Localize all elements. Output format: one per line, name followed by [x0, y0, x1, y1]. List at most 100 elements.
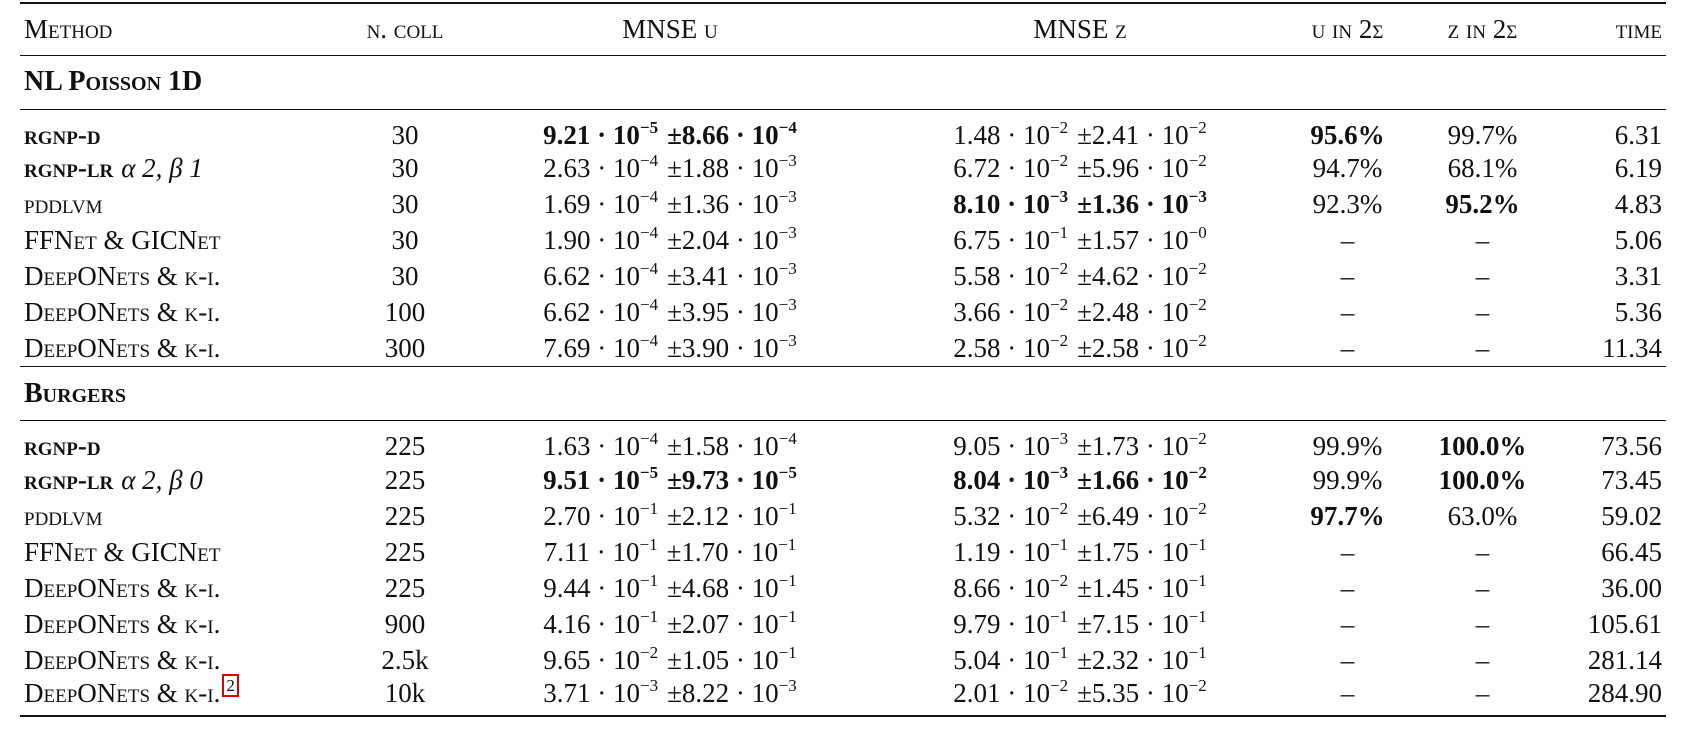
z-coverage: –	[1475, 678, 1490, 708]
table-header: Method n. coll MNSE u MNSE z u in 2σ z in 2σ t…	[20, 3, 1666, 55]
mean: 1.19 · 10	[953, 536, 1050, 567]
mean: 9.79 · 10	[953, 608, 1050, 639]
mnse-cell: 9.65 · 10−2 ±1.05 · 10−1	[460, 642, 880, 678]
data-row: DeepONets & k-i. 30 6.62 · 10−4 ±3.41 · 10−…	[20, 259, 1666, 295]
std-exponent: −2	[1188, 295, 1207, 314]
method-name: DeepONets & k-i.	[24, 572, 221, 603]
mean-exponent: −4	[640, 223, 659, 242]
column-header: time	[1615, 13, 1662, 44]
mean: 3.66 · 10	[953, 297, 1050, 327]
time: 73.56	[1601, 431, 1662, 461]
time: 105.61	[1587, 608, 1662, 639]
mnse-cell: 2.70 · 10−1 ±2.12 · 10−1	[460, 498, 880, 534]
u-coverage: –	[1340, 608, 1355, 639]
mnse-cell: 7.69 · 10−4 ±3.90 · 10−3	[460, 331, 880, 367]
std: ±6.49 · 10	[1077, 500, 1189, 531]
mean: 1.63 · 10	[543, 431, 640, 461]
mean: 9.44 · 10	[543, 572, 640, 603]
mean-exponent: −3	[1050, 429, 1069, 448]
std-exponent: −3	[778, 187, 797, 206]
mnse-cell: 1.48 · 10−2 ±2.41 · 10−2	[880, 109, 1280, 151]
mean: 3.71 · 10	[543, 678, 640, 708]
method-cell: DeepONets & k-i. 2	[20, 674, 350, 716]
mnse-cell: 1.19 · 10−1 ±1.75 · 10−1	[880, 534, 1280, 570]
time: 281.14	[1587, 644, 1662, 675]
mean-exponent: −2	[640, 642, 659, 662]
std: ±1.58 · 10	[667, 431, 779, 461]
mnse-cell: 1.63 · 10−4 ±1.58 · 10−4	[460, 421, 880, 463]
std-exponent: −2	[1188, 676, 1207, 695]
z-coverage: –	[1475, 297, 1490, 327]
method-name: rgnp-d	[24, 119, 101, 150]
std-exponent: −5	[778, 462, 797, 482]
method-name: DeepONets & k-i.	[24, 644, 221, 675]
std: ±2.58 · 10	[1077, 332, 1189, 363]
mean-exponent: −1	[1050, 223, 1069, 242]
time: 66.45	[1601, 536, 1662, 567]
mean: 8.10 · 10	[953, 189, 1050, 219]
n-coll: 30	[391, 261, 419, 291]
data-row: rgnp-lr α 2, β 0 225 9.51 · 10−5 ±9.73 · 10−…	[20, 462, 1666, 498]
std: ±1.36 · 10	[1077, 189, 1189, 219]
std-exponent: −0	[1188, 223, 1207, 242]
method-name: rgnp-lr	[24, 464, 114, 495]
u-coverage: 94.7%	[1312, 153, 1383, 183]
std-exponent: −2	[1188, 429, 1207, 448]
table-body: NL Poisson 1D rgnp-d 30 9.21 · 10−5 ±8.66 · …	[20, 55, 1666, 716]
method-cell: FFNet & GICNet	[20, 534, 350, 570]
mean: 2.63 · 10	[543, 153, 640, 183]
std: ±4.62 · 10	[1077, 261, 1189, 291]
mnse-cell: 1.69 · 10−4 ±1.36 · 10−3	[460, 187, 880, 223]
std-exponent: −1	[778, 498, 797, 518]
mean-exponent: −2	[1050, 330, 1069, 350]
mean: 8.66 · 10	[953, 572, 1050, 603]
n-coll: 225	[384, 431, 426, 461]
mean-exponent: −2	[1050, 498, 1069, 518]
std-exponent: −3	[778, 330, 797, 350]
mean-exponent: −2	[1050, 570, 1069, 590]
mean-exponent: −2	[1050, 117, 1069, 137]
time: 36.00	[1601, 572, 1662, 603]
mean-exponent: −1	[639, 534, 658, 554]
mean: 5.58 · 10	[953, 261, 1050, 291]
method-cell: DeepONets & k-i.	[20, 331, 350, 367]
mnse-cell: 9.21 · 10−5 ±8.66 · 10−4	[460, 109, 880, 151]
mean-exponent: −3	[640, 676, 659, 695]
time: 59.02	[1601, 500, 1662, 531]
n-coll: 900	[384, 608, 426, 639]
n-coll: 30	[391, 189, 419, 219]
time: 284.90	[1587, 678, 1662, 708]
mnse-cell: 9.44 · 10−1 ±4.68 · 10−1	[460, 570, 880, 606]
method-cell: DeepONets & k-i.	[20, 642, 350, 678]
z-coverage: 68.1%	[1447, 153, 1518, 183]
mean-exponent: −1	[1050, 534, 1069, 554]
mean-exponent: −4	[640, 151, 659, 170]
std-exponent: −1	[778, 534, 797, 554]
std-exponent: −1	[778, 642, 797, 662]
mean: 5.04 · 10	[953, 644, 1050, 675]
z-coverage: –	[1475, 572, 1490, 603]
mnse-cell: 4.16 · 10−1 ±2.07 · 10−1	[460, 606, 880, 642]
std: ±2.04 · 10	[667, 225, 779, 255]
data-row: DeepONets & k-i. 2.5k 9.65 · 10−2 ±1.05 · 1…	[20, 642, 1666, 678]
mean: 9.05 · 10	[953, 431, 1050, 461]
data-row: DeepONets & k-i. 300 7.69 · 10−4 ±3.90 · 10…	[20, 331, 1666, 367]
column-header: Method	[24, 13, 113, 44]
std: ±1.70 · 10	[666, 536, 779, 567]
data-row: DeepONets & k-i. 2 10k 3.71 · 10−3 ±8.22 · 1…	[20, 674, 1666, 716]
mean-exponent: −1	[1050, 642, 1069, 662]
method-cell: rgnp-lr α 2, β 0	[20, 462, 350, 498]
n-coll: 10k	[384, 678, 426, 708]
u-coverage: 99.9%	[1312, 464, 1383, 495]
mean: 2.58 · 10	[953, 332, 1050, 363]
std-exponent: −1	[778, 570, 797, 590]
method-name: pddlvm	[24, 500, 103, 531]
header-row: Method n. coll MNSE u MNSE z u in 2σ z in 2σ t…	[20, 3, 1666, 55]
mnse-cell: 2.58 · 10−2 ±2.58 · 10−2	[880, 331, 1280, 367]
u-coverage: 97.7%	[1310, 500, 1385, 531]
data-row: pddlvm 30 1.69 · 10−4 ±1.36 · 10−3 8.10 · 10…	[20, 187, 1666, 223]
std: ±2.41 · 10	[1077, 119, 1189, 150]
std-exponent: −4	[778, 117, 797, 137]
method-cell: rgnp-d	[20, 109, 350, 151]
section-title: Burgers	[24, 377, 127, 409]
